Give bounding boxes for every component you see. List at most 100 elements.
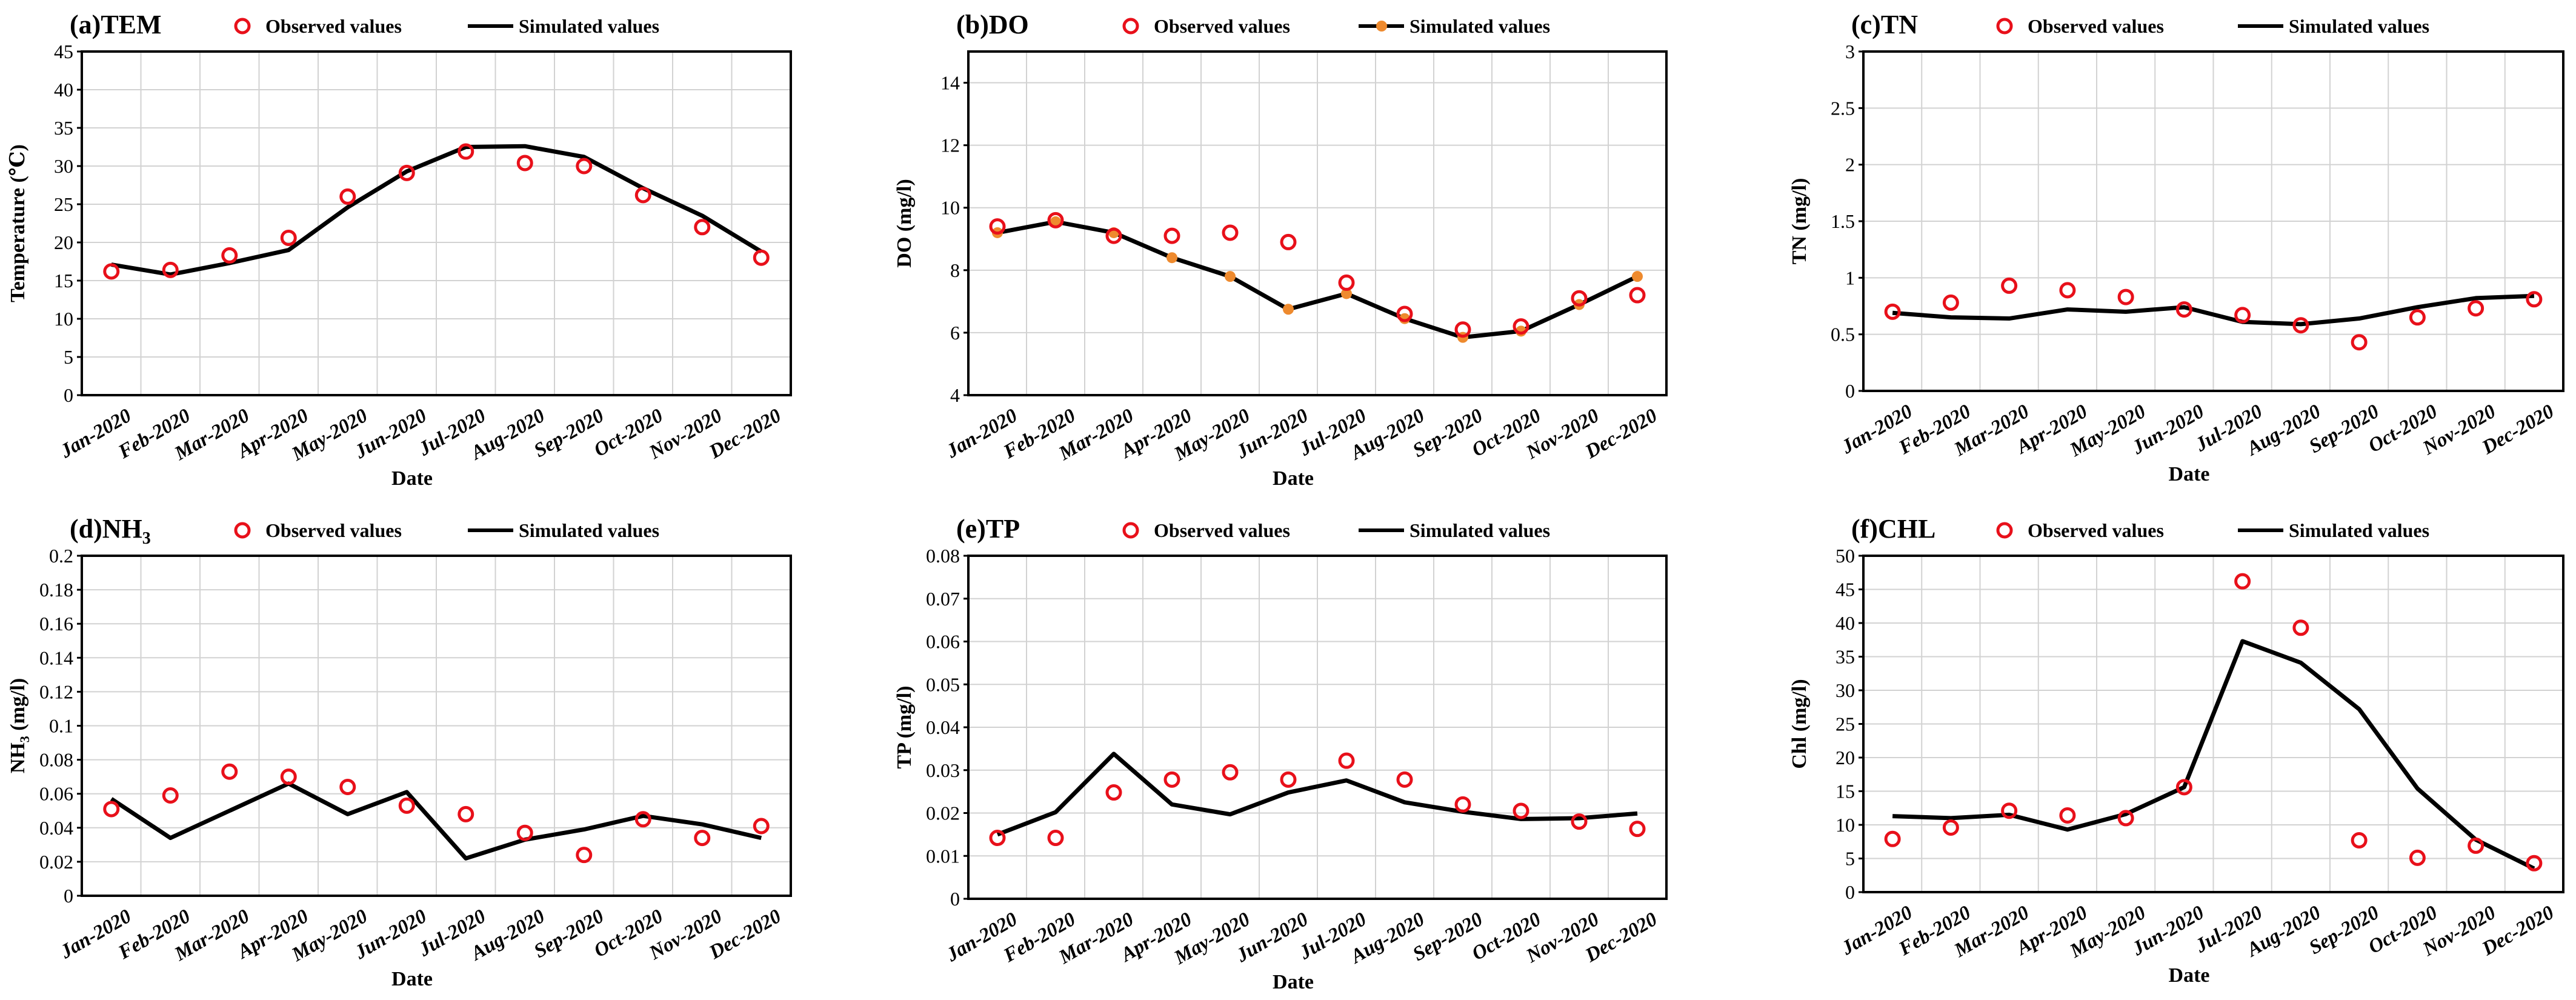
observed-point bbox=[2468, 300, 2484, 317]
observed-point bbox=[694, 219, 711, 236]
y-tick-label: 40 bbox=[1835, 612, 1855, 634]
y-tick-label: 0.2 bbox=[49, 545, 73, 567]
y-tick-label: 6 bbox=[950, 322, 960, 344]
chart-panel-chl: 05101520253035404550Jan-2020Feb-2020Mar-… bbox=[1788, 514, 2564, 987]
observed-point bbox=[398, 164, 415, 181]
observed-point bbox=[1280, 771, 1297, 788]
y-tick-label: 3 bbox=[1845, 41, 1855, 62]
legend-simulated-label: Simulated values bbox=[519, 519, 659, 541]
observed-point bbox=[1338, 274, 1355, 291]
panel-title-prefix: (f) bbox=[1851, 514, 1878, 544]
observed-point bbox=[1513, 802, 1529, 819]
y-tick-label: 0.02 bbox=[39, 851, 73, 873]
observed-point bbox=[1222, 224, 1239, 241]
panel-title-main: TN bbox=[1881, 10, 1918, 39]
observed-point bbox=[103, 263, 120, 280]
observed-point bbox=[2175, 301, 2192, 318]
y-tick-label: 0.04 bbox=[926, 716, 960, 738]
simulated-series-line bbox=[997, 219, 1639, 340]
panel-title-main: TP bbox=[986, 514, 1020, 544]
panel-title: (c)TN bbox=[1851, 10, 1918, 39]
legend-observed-label: Observed values bbox=[1154, 519, 1290, 541]
panel-title: (a)TEM bbox=[70, 10, 162, 39]
legend-simulated-label: Simulated values bbox=[1409, 519, 1550, 541]
observed-point bbox=[753, 818, 770, 835]
legend-observed-marker bbox=[234, 18, 251, 35]
observed-point bbox=[2117, 810, 2134, 827]
legend-observed-label: Observed values bbox=[265, 15, 402, 37]
x-axis-title: Date bbox=[2169, 964, 2210, 987]
observed-point bbox=[2001, 802, 2018, 819]
observed-point bbox=[694, 830, 711, 847]
y-axis-title-text: TN (mg/l) bbox=[1788, 178, 1811, 265]
panel-title-main: NH bbox=[102, 514, 142, 544]
y-tick-label: 0.06 bbox=[926, 631, 960, 653]
legend-observed-label: Observed values bbox=[2028, 15, 2164, 37]
y-tick-label: 4 bbox=[950, 384, 960, 406]
observed-point bbox=[398, 797, 415, 814]
observed-point bbox=[1454, 321, 1471, 338]
observed-point bbox=[1222, 764, 1239, 781]
observed-point bbox=[103, 801, 120, 818]
observed-point bbox=[1571, 813, 1588, 830]
x-axis-title: Date bbox=[391, 968, 433, 990]
observed-point bbox=[989, 218, 1006, 235]
y-tick-label: 30 bbox=[54, 155, 73, 177]
simulated-series-line bbox=[1892, 293, 2535, 327]
chart-panel-do: 468101214Jan-2020Feb-2020Mar-2020Apr-202… bbox=[893, 10, 1668, 490]
panel-title-prefix: (e) bbox=[956, 514, 986, 544]
panel-title: (d)NH3 bbox=[70, 514, 151, 548]
y-tick-label: 15 bbox=[1835, 781, 1855, 802]
panel-title-main: TEM bbox=[101, 10, 161, 39]
y-axis-title-text: Temperature (℃) bbox=[7, 144, 29, 302]
legend-simulated-label: Simulated values bbox=[1409, 15, 1550, 37]
y-axis-title: TN (mg/l) bbox=[1788, 178, 1811, 265]
y-axis-title: Chl (mg/l) bbox=[1788, 679, 1811, 768]
y-tick-label: 0.08 bbox=[39, 749, 73, 771]
y-tick-label: 0.07 bbox=[926, 588, 960, 610]
simulated-series-line bbox=[111, 144, 763, 277]
panel-title-subscript: 3 bbox=[142, 529, 151, 548]
y-tick-label: 30 bbox=[1835, 679, 1855, 701]
y-tick-label: 5 bbox=[64, 346, 73, 368]
y-tick-label: 8 bbox=[950, 259, 960, 281]
observed-point bbox=[2526, 291, 2543, 308]
legend-observed-marker bbox=[1996, 18, 2013, 35]
observed-point bbox=[2292, 619, 2309, 636]
observed-point bbox=[2059, 282, 2076, 299]
observed-point bbox=[1047, 830, 1064, 847]
observed-point bbox=[221, 763, 238, 780]
panel-title-prefix: (b) bbox=[956, 10, 989, 39]
observed-point bbox=[1105, 784, 1122, 801]
y-tick-label: 0.14 bbox=[39, 647, 73, 668]
observed-point bbox=[1942, 294, 1959, 311]
observed-point bbox=[339, 188, 356, 205]
y-tick-label: 10 bbox=[940, 197, 960, 219]
observed-point bbox=[2117, 288, 2134, 305]
simulated-series-line bbox=[110, 781, 762, 861]
observed-point bbox=[1454, 796, 1471, 813]
simulated-point bbox=[1632, 271, 1643, 282]
observed-point bbox=[2001, 277, 2018, 294]
y-axis-title-text: TP (mg/l) bbox=[893, 686, 916, 769]
y-tick-label: 0.01 bbox=[926, 845, 960, 867]
observed-point bbox=[753, 249, 770, 266]
simulated-series-line bbox=[1892, 639, 2535, 871]
y-tick-label: 35 bbox=[1835, 646, 1855, 668]
y-tick-label: 0.08 bbox=[926, 545, 960, 567]
y-tick-label: 15 bbox=[54, 270, 73, 292]
y-tick-label: 20 bbox=[54, 232, 73, 253]
observed-point bbox=[989, 830, 1006, 847]
observed-point bbox=[162, 261, 179, 278]
observed-point bbox=[576, 847, 593, 864]
y-tick-label: 50 bbox=[1835, 545, 1855, 567]
observed-point bbox=[2526, 855, 2543, 872]
observed-point bbox=[280, 768, 297, 785]
y-tick-label: 0 bbox=[1845, 881, 1855, 903]
observed-point bbox=[162, 787, 179, 804]
observed-point bbox=[339, 778, 356, 795]
y-tick-label: 45 bbox=[1835, 579, 1855, 601]
y-tick-label: 35 bbox=[54, 117, 73, 139]
y-tick-label: 0.06 bbox=[39, 783, 73, 805]
